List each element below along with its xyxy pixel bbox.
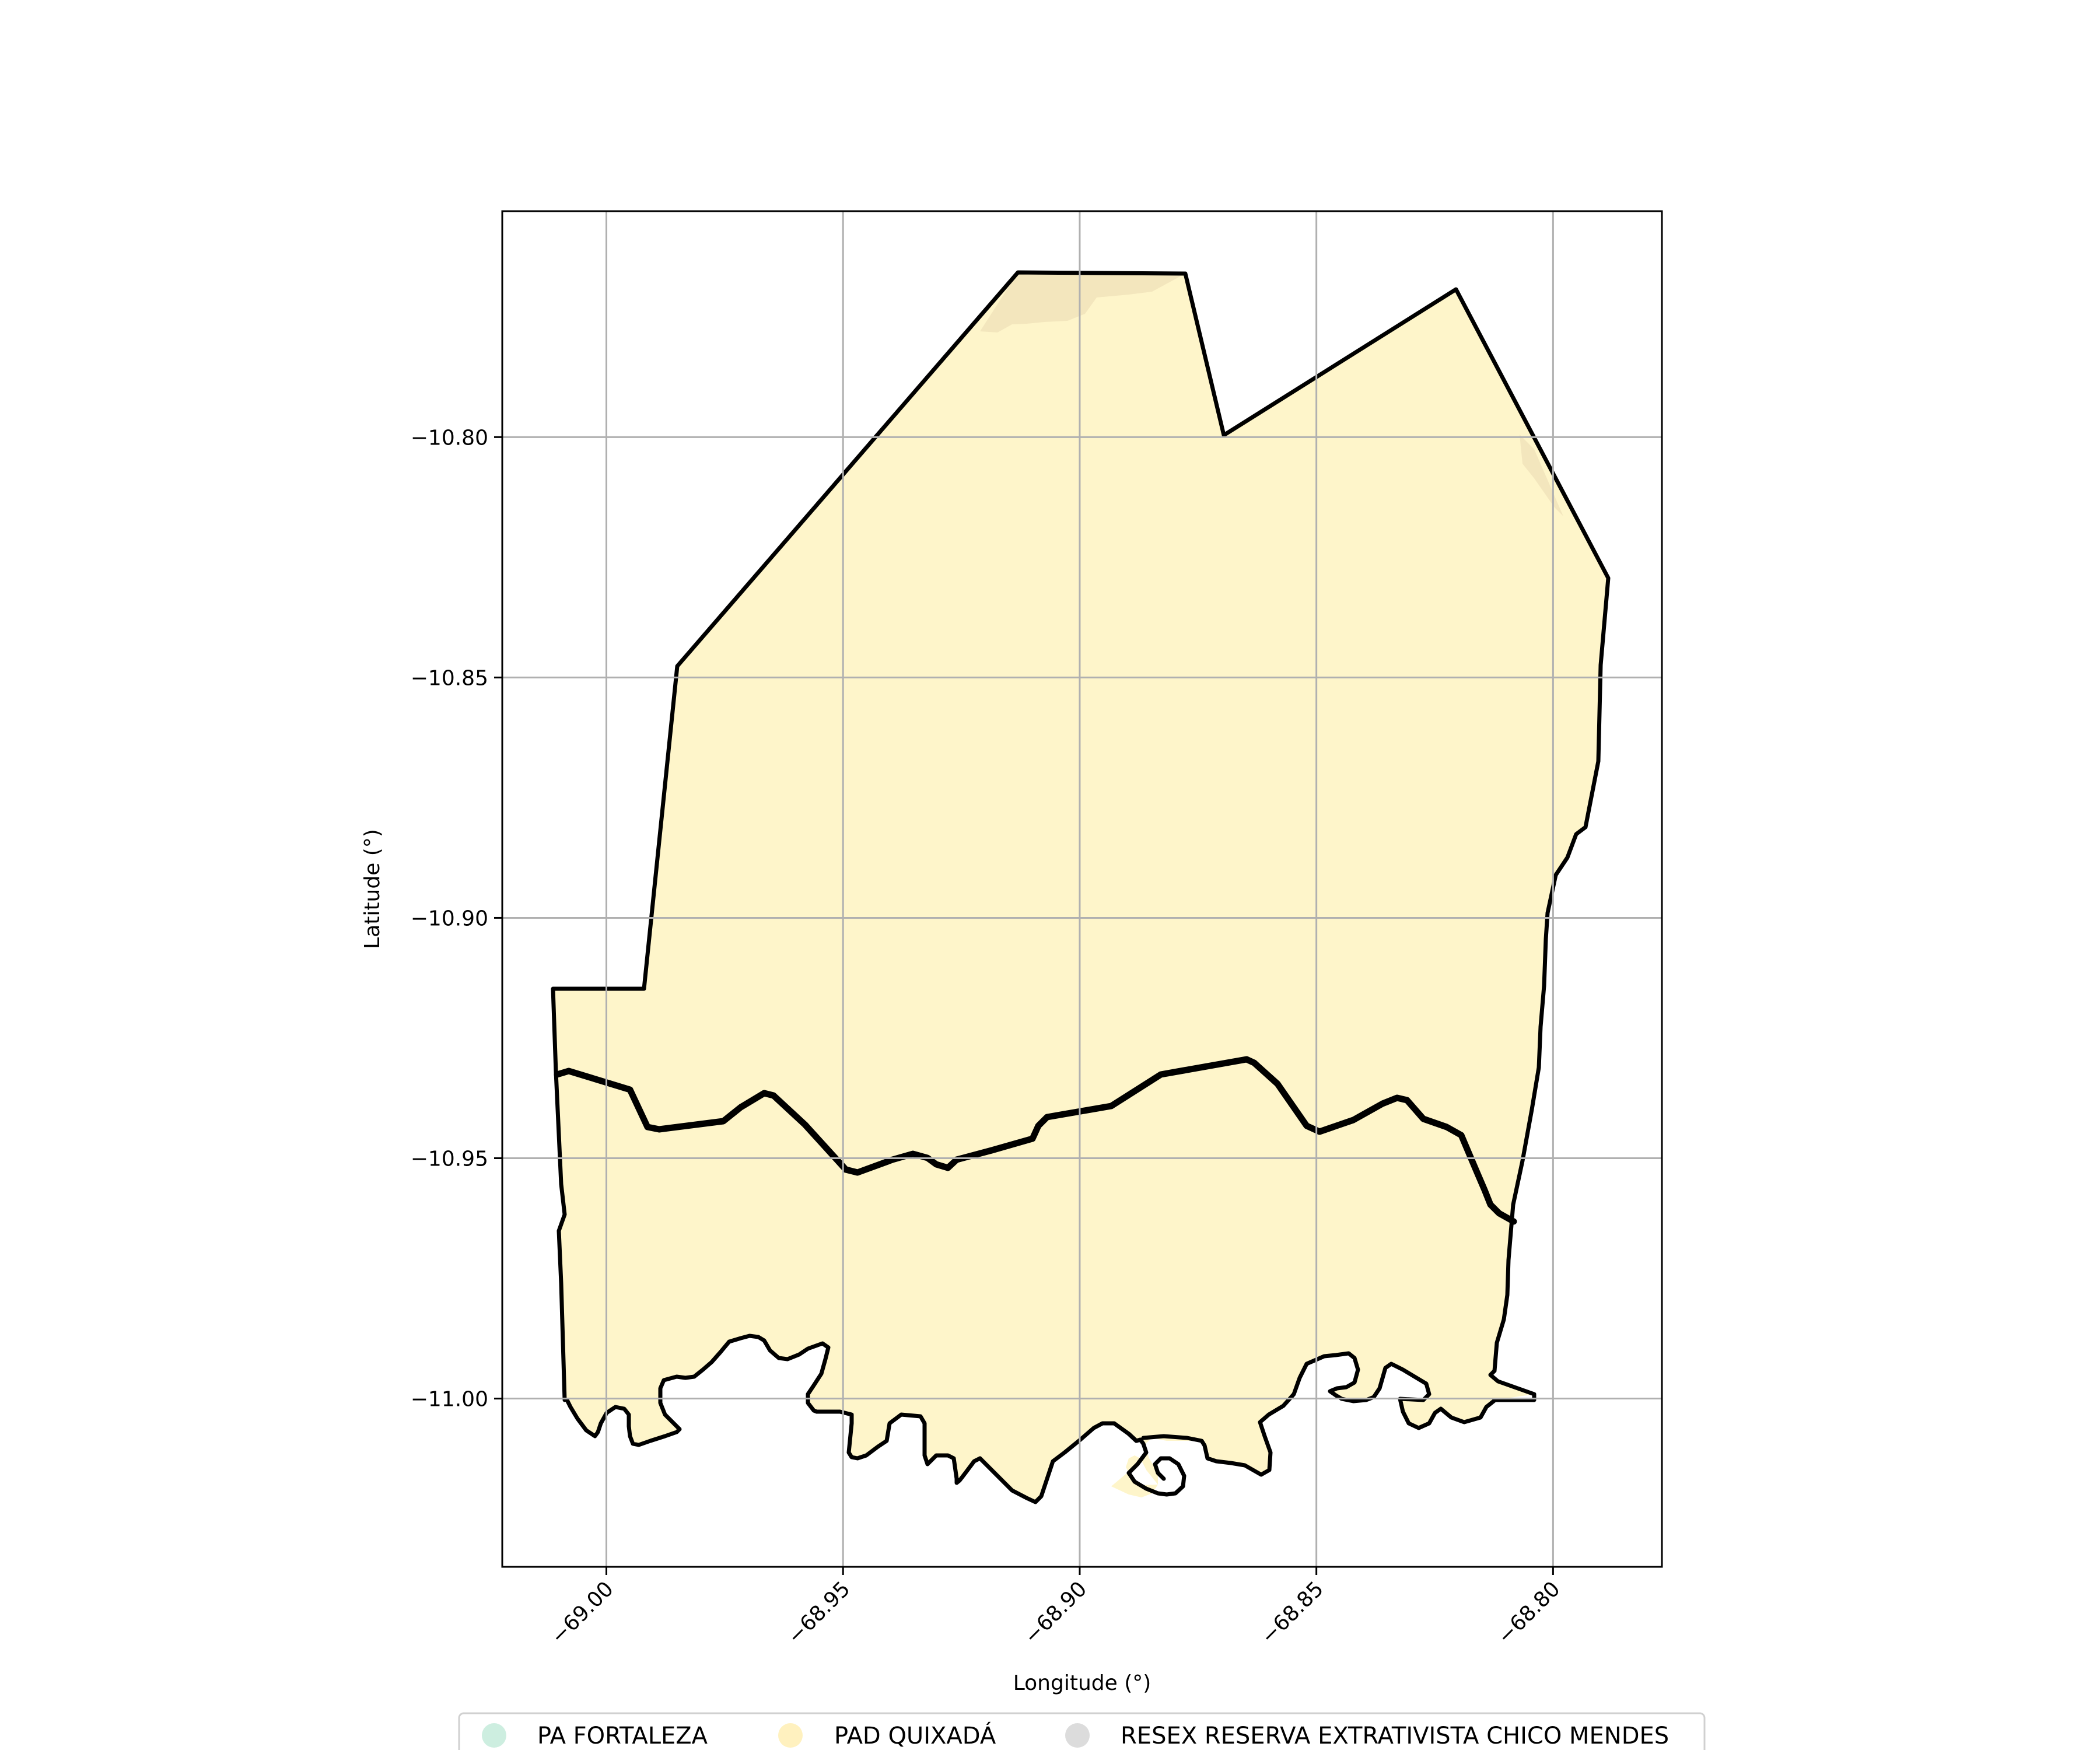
y-axis-label: Latitude (°)	[360, 829, 384, 949]
legend: PA FORTALEZA PAD QUIXADÁ RESEX RESERVA E…	[458, 1712, 1706, 1750]
map-area	[551, 270, 1611, 1504]
x-tick-label: −68.85	[1256, 1577, 1328, 1648]
y-tick-label: −10.90	[411, 907, 488, 930]
legend-marker-pa-fortaleza	[482, 1723, 506, 1748]
legend-label-pa-fortaleza: PA FORTALEZA	[537, 1723, 708, 1749]
southern-boundary-east	[1141, 1351, 1536, 1477]
x-axis-ticks: −69.00 −68.95 −68.90 −68.85 −68.80	[547, 1567, 1565, 1649]
southern-boundary-hook	[1126, 1432, 1186, 1497]
internal-boundary-line	[554, 1056, 1517, 1225]
legend-marker-resex-chico-mendes	[1065, 1723, 1090, 1748]
x-tick-label: −68.90	[1020, 1577, 1091, 1648]
grid	[502, 211, 1662, 1567]
x-tick-label: −68.95	[783, 1577, 855, 1648]
axes-frame	[501, 210, 1663, 1568]
legend-label-pad-quixada: PAD QUIXADÁ	[834, 1721, 996, 1749]
southern-boundary	[565, 1334, 1149, 1504]
x-tick-label: −69.00	[547, 1577, 618, 1648]
x-axis-label: Longitude (°)	[1013, 1671, 1152, 1695]
y-tick-label: −10.80	[411, 426, 488, 450]
x-tick-label: −68.80	[1493, 1577, 1565, 1648]
y-tick-label: −10.95	[411, 1147, 488, 1171]
y-tick-label: −10.85	[411, 666, 488, 690]
pad-quixada-area	[553, 272, 1608, 1502]
legend-label-resex-chico-mendes: RESEX RESERVA EXTRATIVISTA CHICO MENDES	[1121, 1723, 1669, 1749]
legend-marker-pad-quixada	[778, 1723, 803, 1748]
pad-quixada-boundary	[551, 270, 1611, 1402]
tint-patch-north	[980, 272, 1185, 332]
y-axis-ticks: −10.80 −10.85 −10.90 −10.95 −11.00	[411, 426, 502, 1412]
y-tick-label: −11.00	[411, 1388, 488, 1412]
